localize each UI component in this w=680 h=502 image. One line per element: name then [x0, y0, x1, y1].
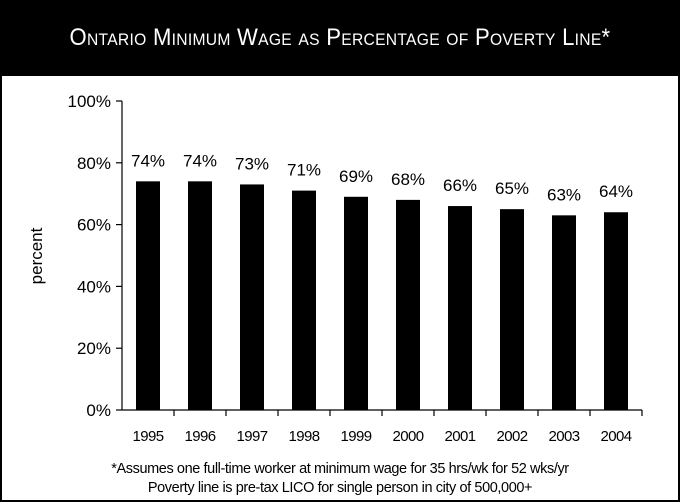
bar — [500, 209, 524, 410]
y-tick-label: 80% — [77, 154, 111, 173]
data-label: 74% — [183, 151, 217, 170]
x-axis: 1995 1996 1997 1998 1999 2000 2001 2002 2003 2004 — [122, 409, 643, 445]
data-labels: 74% 74% 73% 71% 69% 68% 66% 65% 63% 64% — [131, 151, 633, 204]
data-label: 64% — [599, 182, 633, 201]
x-tick-label: 1995 — [133, 428, 164, 445]
data-label: 66% — [443, 176, 477, 195]
y-tick-label: 60% — [77, 216, 111, 235]
data-label: 65% — [495, 179, 529, 198]
x-tick-label: 1999 — [341, 428, 372, 445]
footnote-assumption: *Assumes one full-time worker at minimum… — [111, 461, 569, 477]
y-axis-label: percent — [27, 227, 46, 284]
y-tick-label: 40% — [77, 277, 111, 296]
title-banner: Ontario Minimum Wage as Percentage of Po… — [0, 0, 680, 76]
data-label: 73% — [235, 154, 269, 173]
y-tick-label: 20% — [77, 339, 111, 358]
data-label: 63% — [547, 185, 581, 204]
x-tick-label: 2004 — [601, 428, 632, 445]
x-tick-label: 2001 — [445, 428, 476, 445]
bar — [292, 190, 316, 410]
y-tick-label: 0% — [86, 401, 111, 420]
bar — [396, 199, 420, 410]
data-label: 69% — [339, 167, 373, 186]
x-tick-label: 1997 — [237, 428, 268, 445]
bar — [448, 206, 472, 410]
x-tick-label: 2000 — [393, 428, 424, 445]
bar — [136, 181, 160, 410]
chart-title: Ontario Minimum Wage as Percentage of Po… — [69, 24, 611, 51]
y-tick-label: 100% — [68, 92, 111, 111]
footnote-poverty-line: Poverty line is pre-tax LICO for single … — [147, 480, 533, 496]
data-label: 71% — [287, 161, 321, 180]
x-tick-label: 2002 — [497, 428, 528, 445]
data-label: 74% — [131, 151, 165, 170]
bar — [604, 212, 628, 410]
bar — [240, 184, 264, 410]
x-tick-label: 1998 — [289, 428, 320, 445]
bars — [136, 181, 628, 410]
x-tick-label: 2003 — [549, 428, 580, 445]
bar — [344, 196, 368, 410]
bar — [188, 181, 212, 410]
data-label: 68% — [391, 170, 425, 189]
x-tick-label: 1996 — [185, 428, 216, 445]
y-axis: 0% 20% 40% 60% 80% 100% — [68, 92, 123, 420]
bar — [552, 215, 576, 410]
